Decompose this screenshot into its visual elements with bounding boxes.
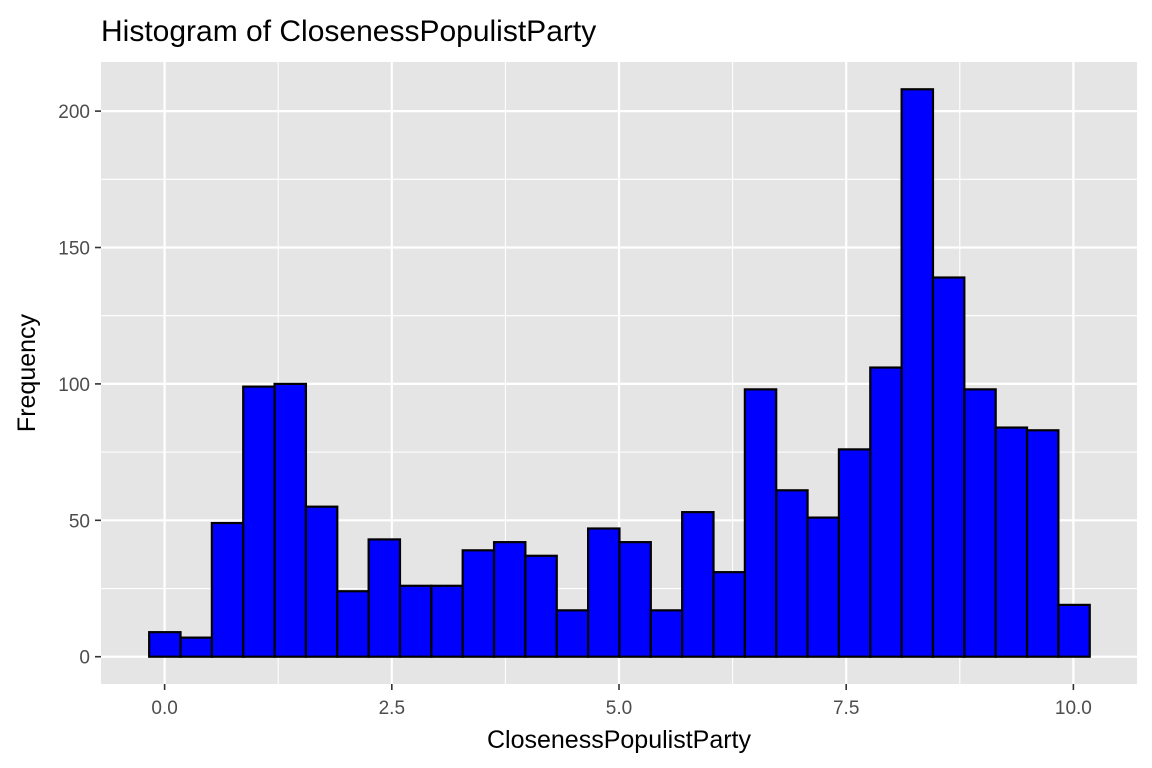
x-axis: 0.0 2.5 5.0 7.5 10.0	[151, 684, 1092, 719]
histogram-bar	[210, 521, 245, 658]
x-tick-label: 7.5	[833, 698, 859, 719]
x-tick-label: 2.5	[379, 698, 405, 719]
y-tick-label: 100	[58, 375, 90, 396]
histogram-bar	[775, 489, 809, 658]
histogram-bar	[304, 505, 339, 658]
histogram-bar	[712, 571, 746, 658]
x-tick-label: 5.0	[606, 698, 632, 719]
histogram-bar	[743, 388, 778, 658]
histogram-bar	[179, 636, 213, 658]
histogram-bar	[555, 609, 590, 658]
y-tick-label: 0	[79, 648, 90, 669]
histogram-bar	[430, 584, 464, 658]
histogram-bar	[931, 276, 966, 658]
chart-title: Histogram of ClosenessPopulistParty	[101, 15, 596, 48]
histogram-bar	[398, 584, 433, 658]
x-axis-title: ClosenessPopulistParty	[487, 726, 752, 754]
histogram-bar	[461, 549, 496, 658]
histogram-bar	[148, 631, 182, 658]
histogram-bar	[336, 590, 370, 658]
bars	[148, 88, 1091, 658]
histogram-bar	[273, 382, 308, 658]
histogram-bar	[618, 541, 652, 658]
histogram-bar	[806, 516, 841, 658]
x-tick-label: 10.0	[1055, 698, 1092, 719]
histogram-bar	[587, 527, 621, 658]
x-tick-label: 0.0	[151, 698, 177, 719]
histogram-bar	[242, 385, 276, 658]
histogram-bar	[994, 426, 1029, 658]
histogram-bar	[492, 541, 527, 658]
y-axis-title: Frequency	[13, 313, 41, 432]
y-tick-label: 50	[69, 511, 90, 532]
histogram-bar	[900, 88, 935, 658]
y-tick-label: 200	[58, 102, 90, 123]
y-axis: 0 50 100 150 200	[58, 102, 101, 669]
histogram-bar	[367, 538, 402, 658]
histogram-bar	[649, 609, 684, 658]
histogram-bar	[869, 366, 903, 658]
histogram-bar	[524, 554, 558, 658]
histogram-bar	[681, 511, 715, 658]
histogram-bar	[1057, 603, 1091, 658]
y-tick-label: 150	[58, 239, 90, 260]
histogram-bar	[1025, 429, 1060, 658]
histogram-bar	[837, 448, 872, 658]
histogram-bar	[963, 388, 997, 658]
